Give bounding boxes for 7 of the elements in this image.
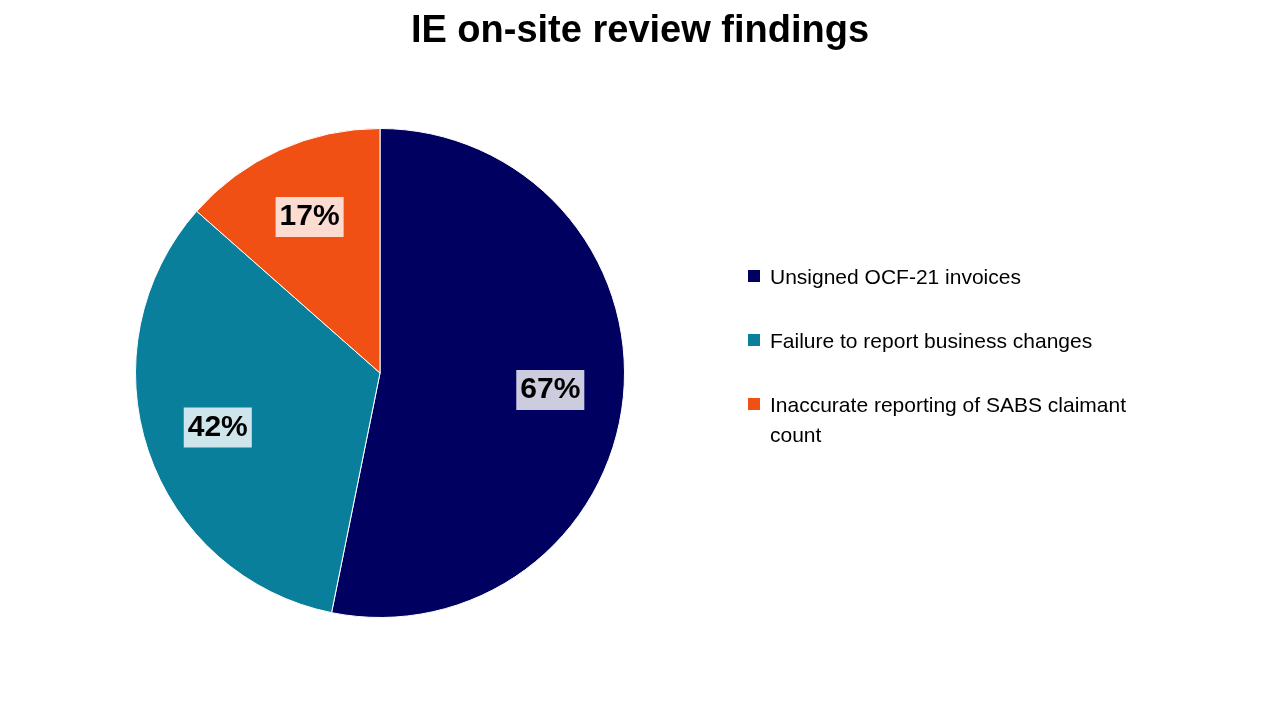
data-label: 17% xyxy=(279,198,340,232)
legend-label: Unsigned OCF-21 invoices xyxy=(770,264,1021,290)
legend-label: Inaccurate reporting of SABS claimant count xyxy=(770,392,1127,448)
legend-label: Failure to report business changes xyxy=(770,328,1093,354)
data-label: 42% xyxy=(187,408,248,442)
chart-title: IE on-site review findings xyxy=(409,8,871,51)
data-label: 67% xyxy=(520,371,581,405)
